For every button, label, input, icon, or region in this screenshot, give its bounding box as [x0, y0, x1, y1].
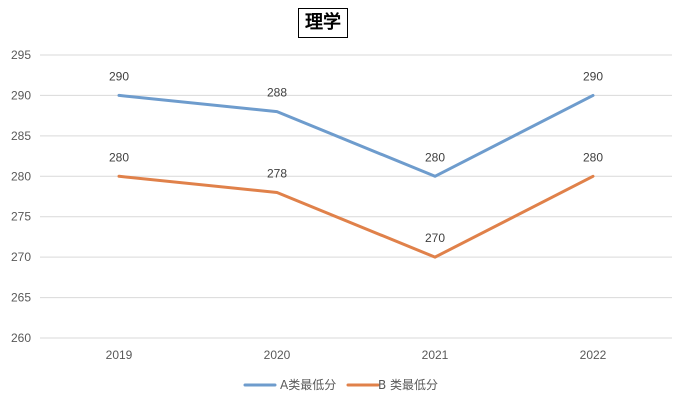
data-label: 278 — [267, 166, 287, 180]
data-labels: 290 288 280 290 280 278 270 280 — [109, 69, 603, 245]
y-tick-label: 265 — [11, 291, 31, 305]
legend: A类最低分 B 类最低分 — [243, 378, 438, 392]
series-line-a — [117, 93, 595, 178]
x-tick-label: 2020 — [264, 348, 291, 362]
series-line-b — [117, 174, 595, 259]
y-tick-label: 270 — [11, 250, 31, 264]
data-label: 270 — [425, 231, 445, 245]
legend-label: A类最低分 — [280, 378, 336, 392]
data-label: 280 — [109, 150, 129, 164]
y-axis-tick-labels: 260 265 270 275 280 285 290 295 — [11, 48, 31, 345]
x-axis-tick-labels: 2019 2020 2021 2022 — [106, 348, 607, 362]
data-label: 280 — [425, 150, 445, 164]
y-tick-label: 290 — [11, 88, 31, 102]
legend-label: B 类最低分 — [378, 378, 438, 392]
data-label: 290 — [583, 69, 603, 83]
x-tick-label: 2022 — [580, 348, 607, 362]
data-label: 288 — [267, 86, 287, 100]
y-tick-label: 280 — [11, 169, 31, 183]
gridlines — [40, 54, 672, 339]
chart-title: 理学 — [298, 8, 348, 38]
x-tick-label: 2019 — [106, 348, 133, 362]
y-tick-label: 275 — [11, 210, 31, 224]
series-lines — [117, 93, 595, 259]
y-tick-label: 285 — [11, 129, 31, 143]
x-tick-label: 2021 — [422, 348, 449, 362]
y-tick-label: 295 — [11, 48, 31, 62]
data-label: 290 — [109, 69, 129, 83]
y-tick-label: 260 — [11, 331, 31, 345]
data-label: 280 — [583, 150, 603, 164]
